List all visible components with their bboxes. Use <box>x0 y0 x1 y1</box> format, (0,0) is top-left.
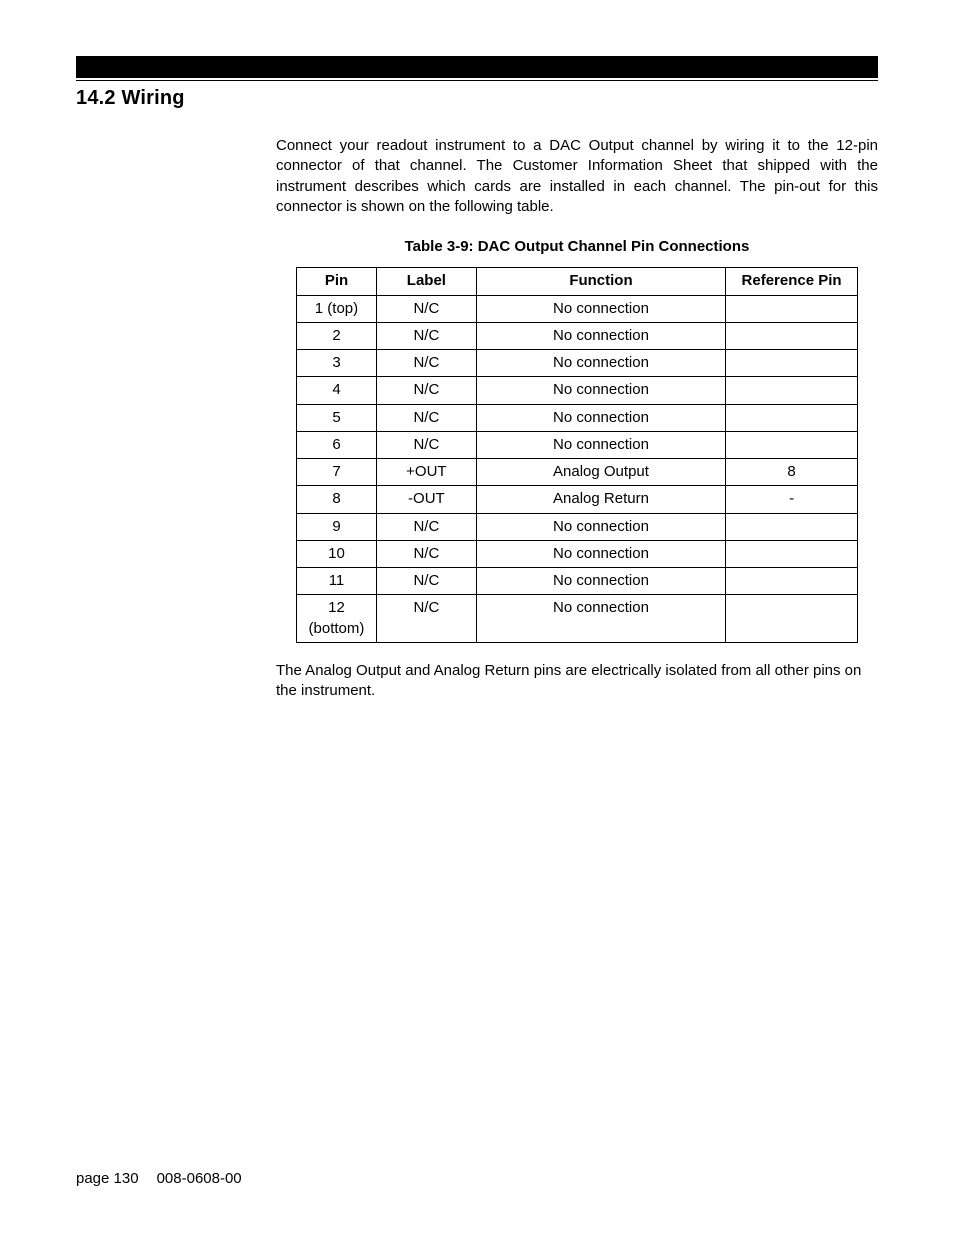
col-header: Label <box>376 268 476 295</box>
cell-pin: 9 <box>297 513 377 540</box>
cell-ref <box>726 350 858 377</box>
table-row: 10 N/C No connection <box>297 540 858 567</box>
cell-label: N/C <box>376 568 476 595</box>
table-row: 3 N/C No connection <box>297 350 858 377</box>
page-number: page 130 <box>76 1170 139 1187</box>
cell-ref: 8 <box>726 459 858 486</box>
cell-pin: 10 <box>297 540 377 567</box>
cell-ref <box>726 404 858 431</box>
cell-function: No connection <box>476 540 725 567</box>
cell-function: Analog Return <box>476 486 725 513</box>
table-row: 8 -OUT Analog Return - <box>297 486 858 513</box>
section-heading: 14.2 Wiring <box>76 87 878 110</box>
cell-function: No connection <box>476 322 725 349</box>
cell-label: N/C <box>376 540 476 567</box>
cell-pin: 1 (top) <box>297 295 377 322</box>
cell-ref <box>726 322 858 349</box>
cell-ref <box>726 540 858 567</box>
cell-pin: 11 <box>297 568 377 595</box>
cell-pin: 2 <box>297 322 377 349</box>
cell-ref: - <box>726 486 858 513</box>
cell-function: No connection <box>476 431 725 458</box>
intro-paragraph: Connect your readout instrument to a DAC… <box>276 136 878 217</box>
cell-ref <box>726 431 858 458</box>
table-row: 1 (top) N/C No connection <box>297 295 858 322</box>
header-rule <box>76 80 878 81</box>
cell-pin: 3 <box>297 350 377 377</box>
cell-pin: 4 <box>297 377 377 404</box>
cell-function: No connection <box>476 513 725 540</box>
table-row: 5 N/C No connection <box>297 404 858 431</box>
cell-label: +OUT <box>376 459 476 486</box>
cell-pin: 8 <box>297 486 377 513</box>
table-row: 12 (bottom) N/C No connection <box>297 595 858 643</box>
cell-label: N/C <box>376 595 476 643</box>
col-header: Function <box>476 268 725 295</box>
cell-label: N/C <box>376 431 476 458</box>
table-row: 9 N/C No connection <box>297 513 858 540</box>
cell-ref <box>726 377 858 404</box>
page-footer: page 130 008-0608-00 <box>76 1170 242 1187</box>
cell-ref <box>726 595 858 643</box>
body-block: Connect your readout instrument to a DAC… <box>276 136 878 701</box>
cell-function: No connection <box>476 595 725 643</box>
cell-function: No connection <box>476 568 725 595</box>
col-header: Pin <box>297 268 377 295</box>
table-caption: Table 3-9: DAC Output Channel Pin Connec… <box>276 237 878 257</box>
cell-pin: 12 (bottom) <box>297 595 377 643</box>
cell-pin: 6 <box>297 431 377 458</box>
cell-ref <box>726 513 858 540</box>
table-row: 2 N/C No connection <box>297 322 858 349</box>
cell-label: N/C <box>376 322 476 349</box>
cell-function: No connection <box>476 295 725 322</box>
cell-pin: 7 <box>297 459 377 486</box>
table-row: 11 N/C No connection <box>297 568 858 595</box>
cell-function: Analog Output <box>476 459 725 486</box>
cell-function: No connection <box>476 377 725 404</box>
cell-function: No connection <box>476 350 725 377</box>
col-header: Reference Pin <box>726 268 858 295</box>
cell-label: N/C <box>376 404 476 431</box>
cell-label: N/C <box>376 350 476 377</box>
cell-label: N/C <box>376 513 476 540</box>
table-row: 6 N/C No connection <box>297 431 858 458</box>
cell-pin: 5 <box>297 404 377 431</box>
table-row: 7 +OUT Analog Output 8 <box>297 459 858 486</box>
header-bar <box>76 56 878 78</box>
cell-function: No connection <box>476 404 725 431</box>
cell-label: N/C <box>376 377 476 404</box>
pin-connections-table: Pin Label Function Reference Pin 1 (top)… <box>296 267 858 643</box>
cell-label: N/C <box>376 295 476 322</box>
cell-label: -OUT <box>376 486 476 513</box>
closing-paragraph: The Analog Output and Analog Return pins… <box>276 661 878 702</box>
cell-ref <box>726 568 858 595</box>
table-row: 4 N/C No connection <box>297 377 858 404</box>
doc-number: 008-0608-00 <box>157 1170 242 1187</box>
cell-ref <box>726 295 858 322</box>
table-header-row: Pin Label Function Reference Pin <box>297 268 858 295</box>
